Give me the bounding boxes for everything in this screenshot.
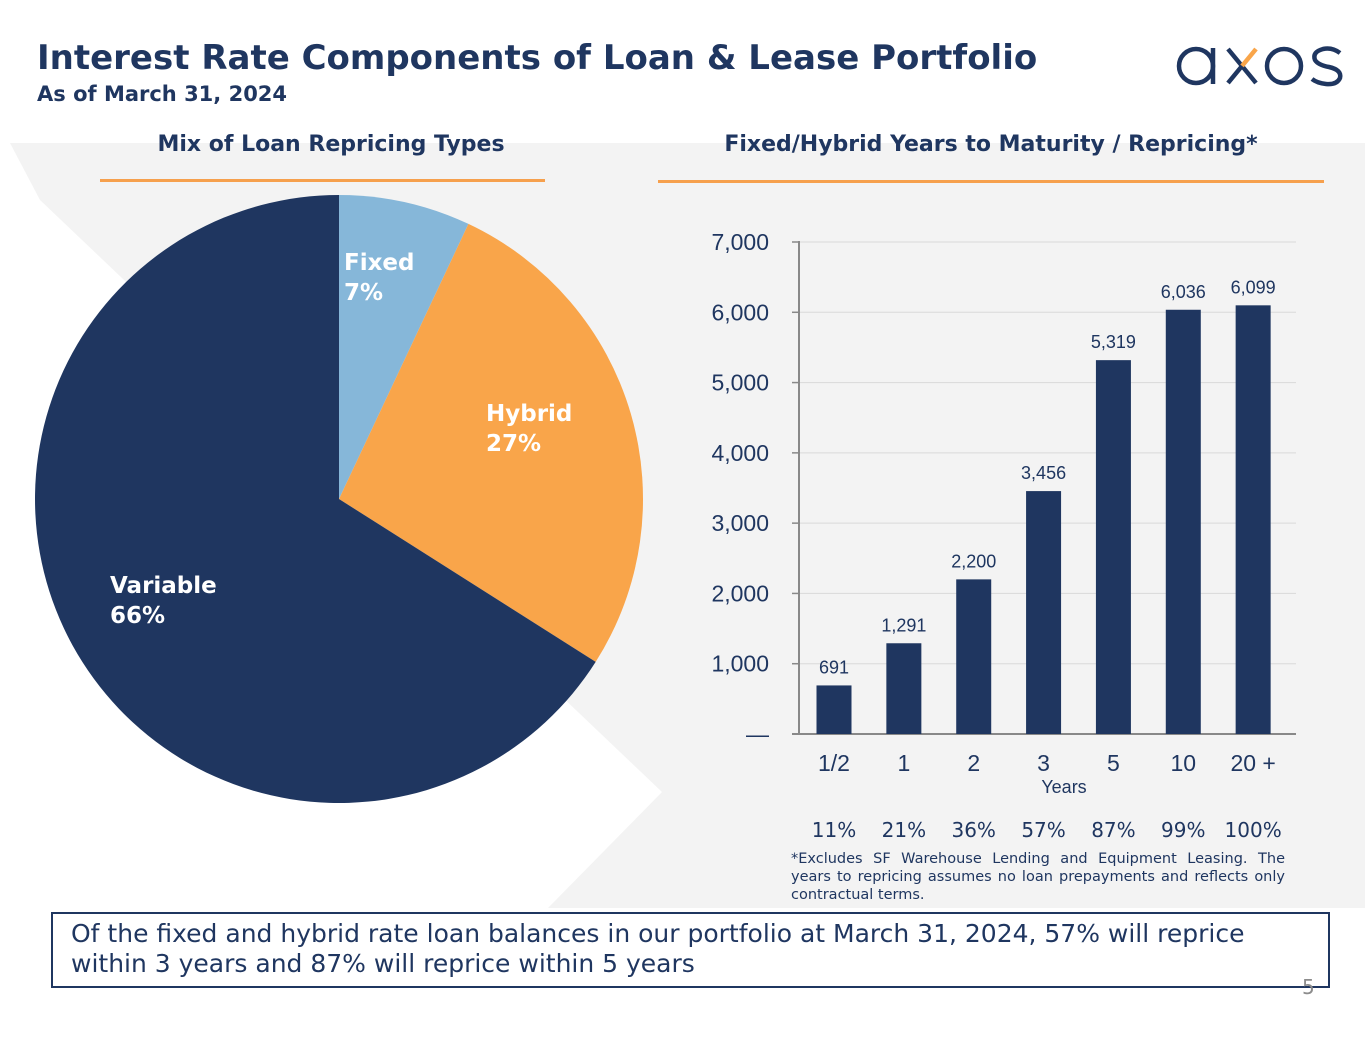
bar-value-label: 6,099	[1231, 277, 1276, 297]
summary-text: Of the fixed and hybrid rate loan balanc…	[71, 919, 1245, 978]
bar-value-label: 5,319	[1091, 332, 1136, 352]
bar-title-asterisk: *	[1246, 132, 1258, 157]
x-tick-label: 3	[1037, 750, 1050, 776]
bar-6	[1235, 305, 1271, 734]
axos-logo: axos	[1176, 46, 1343, 87]
y-tick-label: 3,000	[711, 510, 769, 536]
pie-label-fixed: Fixed 7%	[344, 250, 415, 306]
pie-title-rule	[100, 179, 545, 182]
bar-1	[886, 643, 922, 734]
bar-section-title: Fixed/Hybrid Years to Maturity / Reprici…	[658, 132, 1324, 157]
x-tick-label: 1/2	[818, 750, 850, 776]
pie-slice-variable	[35, 195, 596, 803]
pie-slice-hybrid	[339, 223, 644, 662]
cumulative-percent: 99%	[1161, 818, 1206, 842]
pie-label-hybrid: Hybrid 27%	[486, 401, 572, 457]
x-tick-label: 2	[967, 750, 980, 776]
repricing-mix-pie-chart: Fixed 7% Hybrid 27% Variable 66%	[35, 195, 644, 803]
x-axis-title: Years	[1041, 777, 1086, 797]
cumulative-percent-row: 11% 21% 36% 57% 87% 99% 100%	[800, 818, 1320, 842]
cumulative-percent: 87%	[1091, 818, 1136, 842]
bar-value-label: 1,291	[881, 615, 926, 635]
bar-value-label: 3,456	[1021, 463, 1066, 483]
bar-0	[816, 685, 852, 734]
years-to-repricing-bar-chart: — 1,000 2,000 3,000 4,000 5,000 6,000 7,000 691 1…	[711, 229, 1296, 797]
summary-callout: Of the fixed and hybrid rate loan balanc…	[51, 912, 1330, 988]
pie-label-variable: Variable 66%	[110, 573, 217, 629]
footnote: *Excludes SF Warehouse Lending and Equip…	[791, 851, 1285, 903]
x-tick-label: 10	[1170, 750, 1196, 776]
x-tick-label: 20 +	[1230, 750, 1275, 776]
cumulative-percent: 21%	[881, 818, 927, 842]
y-tick-label: 4,000	[711, 440, 769, 466]
cumulative-percent: 11%	[811, 818, 857, 842]
x-tick-label: 5	[1107, 750, 1120, 776]
y-tick-label: 6,000	[711, 299, 769, 325]
cumulative-percent: 36%	[951, 818, 996, 842]
bar-title: Fixed/Hybrid Years to Maturity / Reprici…	[724, 132, 1247, 157]
page-subtitle: As of March 31, 2024	[37, 82, 288, 106]
y-tick-label: 2,000	[711, 580, 769, 606]
y-tick-label: 5,000	[711, 370, 769, 396]
bar-5	[1165, 309, 1201, 734]
pie-title: Mix of Loan Repricing Types	[157, 132, 505, 157]
cumulative-percent: 100%	[1224, 818, 1282, 842]
bar-3	[1026, 491, 1062, 734]
y-tick-label: 1,000	[711, 651, 769, 677]
bar-2	[956, 579, 992, 734]
page-number: 5	[1302, 975, 1315, 999]
bar-value-label: 6,036	[1161, 282, 1206, 302]
y-tick-label: —	[746, 721, 769, 747]
bar-4	[1095, 360, 1131, 734]
bar-value-label: 691	[819, 657, 849, 677]
pie-slice-fixed	[339, 195, 469, 499]
cumulative-percent: 57%	[1021, 818, 1066, 842]
page-title: Interest Rate Components of Loan & Lease…	[37, 38, 1038, 78]
y-tick-label: 7,000	[711, 229, 769, 255]
bar-value-label: 2,200	[951, 551, 996, 571]
pie-section-title: Mix of Loan Repricing Types	[100, 132, 562, 157]
bar-title-rule	[658, 180, 1324, 183]
x-tick-label: 1	[897, 750, 910, 776]
